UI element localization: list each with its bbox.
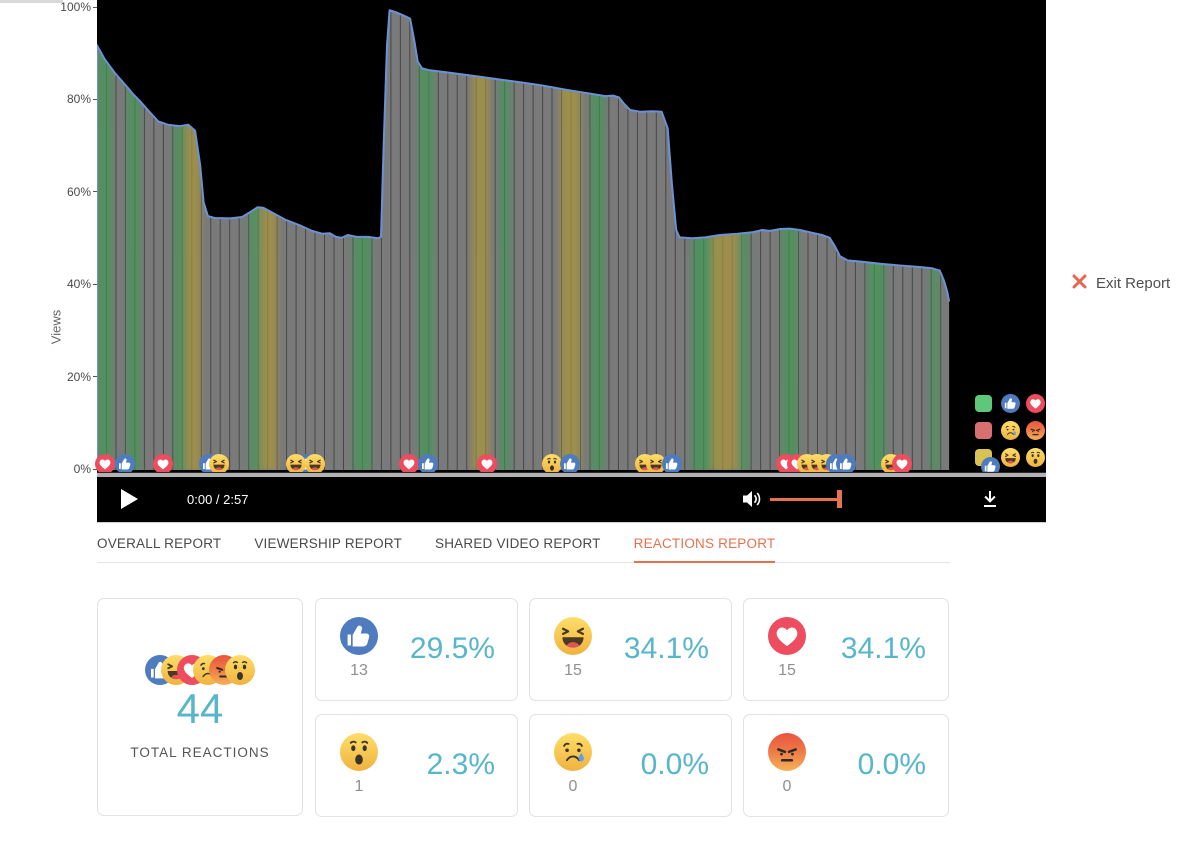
download-button[interactable] [981, 489, 999, 514]
love-icon [1026, 393, 1045, 413]
like-reaction-marker [835, 454, 856, 474]
like-reaction-marker [417, 454, 438, 474]
wow-reaction-marker [541, 454, 562, 474]
love-reaction-marker [476, 454, 497, 474]
y-tick-label: 0% [74, 462, 97, 476]
y-tick-label: 80% [67, 92, 97, 106]
player-controls: 0:00 / 2:57 [97, 477, 1046, 522]
exit-report-label: Exit Report [1096, 275, 1171, 292]
legend-swatch [975, 421, 992, 439]
haha-reaction-marker [645, 454, 666, 474]
like-icon [981, 457, 1000, 476]
haha-reaction-card: 15 34.1% [529, 598, 732, 701]
love-reaction-marker [152, 454, 173, 474]
wow-reaction-card: 1 2.3% [315, 714, 518, 817]
y-tick-label: 100% [60, 0, 97, 14]
like-reaction-card: 13 29.5% [315, 598, 518, 701]
tabs: OVERALL REPORT VIEWERSHIP REPORT SHARED VI… [97, 536, 950, 563]
sad-count: 0 [568, 778, 578, 795]
seek-bar[interactable] [97, 472, 1046, 478]
angry-percentage: 0.0% [857, 748, 926, 781]
love-percentage: 34.1% [840, 632, 926, 665]
love-reaction-card: 15 34.1% [743, 598, 949, 701]
like-percentage: 29.5% [409, 632, 495, 665]
like-icon [1001, 393, 1020, 413]
haha-count: 15 [564, 662, 582, 679]
exit-report-button[interactable]: Exit Report [1072, 274, 1170, 293]
love-reaction-marker [94, 454, 115, 474]
haha-icon [1001, 447, 1020, 467]
tab-shared-video-report[interactable]: SHARED VIDEO REPORT [435, 536, 601, 551]
love-reaction-icon [768, 617, 806, 655]
y-axis: Views 100% 80% 60% 40% 20% 0% [0, 0, 97, 480]
love-reaction-marker [892, 454, 913, 474]
like-count: 13 [350, 662, 368, 679]
haha-percentage: 34.1% [623, 632, 709, 665]
video-player: 0:00 / 2:57 [94, 0, 1046, 523]
close-icon [1072, 274, 1087, 293]
tab-overall-report[interactable]: OVERALL REPORT [97, 536, 222, 551]
wow-percentage: 2.3% [426, 748, 495, 781]
volume-icon[interactable] [741, 489, 763, 514]
y-axis-title: Views [48, 309, 64, 345]
haha-reaction-marker [305, 454, 326, 474]
volume-slider-handle[interactable] [837, 490, 842, 508]
tab-reactions-report[interactable]: REACTIONS REPORT [633, 536, 776, 563]
total-reactions-card: 44 TOTAL REACTIONS [97, 598, 303, 816]
sad-reaction-card: 0 0.0% [529, 714, 732, 817]
like-reaction-marker [115, 454, 136, 474]
reaction-emoji-cluster [98, 655, 302, 685]
like-reaction-marker [661, 454, 682, 474]
angry-reaction-icon [768, 733, 806, 771]
sad-reaction-icon [554, 733, 592, 771]
legend-swatch [975, 394, 992, 412]
total-reactions-label: TOTAL REACTIONS [130, 745, 270, 760]
haha-reaction-icon [554, 617, 592, 655]
wow-count: 1 [354, 778, 364, 795]
y-tick-label: 40% [67, 277, 97, 291]
tab-viewership-report[interactable]: VIEWERSHIP REPORT [254, 536, 403, 551]
sad-icon [1001, 420, 1020, 440]
play-button[interactable] [121, 489, 138, 509]
love-reaction-marker [399, 454, 420, 474]
like-reaction-icon [340, 617, 378, 655]
y-tick-label: 20% [67, 370, 97, 384]
haha-reaction-marker [285, 454, 306, 474]
total-reactions-value: 44 [176, 685, 224, 732]
wow-icon [1026, 447, 1045, 467]
angry-reaction-card: 0 0.0% [743, 714, 949, 817]
top-edge-artifact [0, 0, 63, 3]
y-tick-label: 60% [67, 185, 97, 199]
views-retention-chart [96, 0, 1046, 477]
wow-reaction-icon [340, 733, 378, 771]
love-count: 15 [778, 662, 796, 679]
volume-slider[interactable] [770, 498, 839, 501]
time-display: 0:00 / 2:57 [187, 492, 249, 507]
haha-reaction-marker [208, 454, 229, 474]
wow-icon [225, 655, 255, 685]
angry-count: 0 [782, 778, 792, 795]
like-reaction-marker [560, 454, 581, 474]
angry-icon [1026, 420, 1045, 440]
sad-percentage: 0.0% [640, 748, 709, 781]
